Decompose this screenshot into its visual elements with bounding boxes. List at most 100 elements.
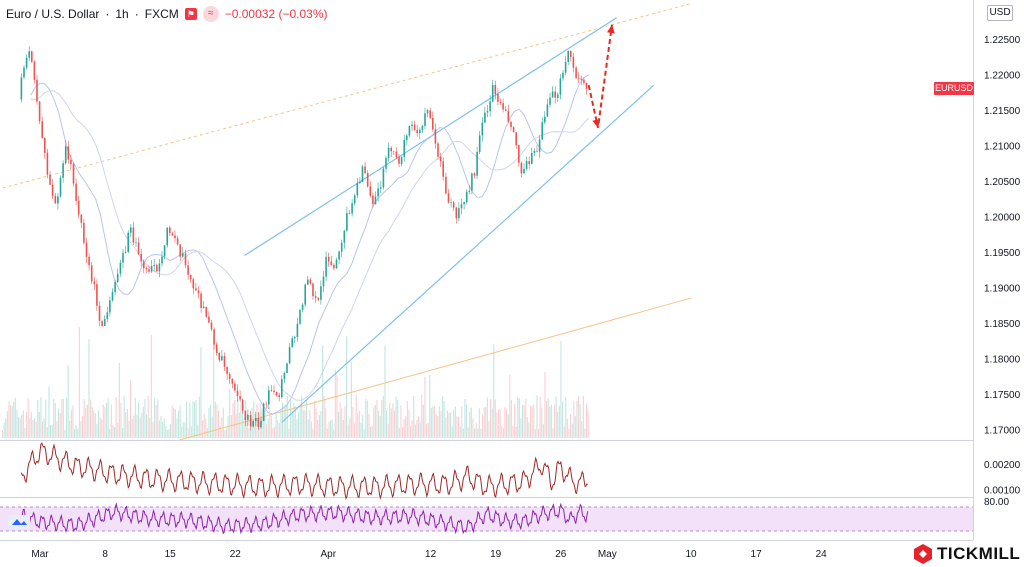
candle-body	[130, 227, 132, 233]
candle-body	[421, 125, 424, 130]
volume-bar	[518, 398, 520, 438]
candle-body	[148, 269, 150, 272]
candle	[502, 98, 504, 113]
candle	[512, 126, 515, 133]
candle	[406, 133, 408, 146]
candle	[93, 277, 96, 290]
candle	[359, 177, 361, 184]
volume-bar	[440, 411, 442, 438]
volume-bar	[246, 413, 248, 438]
candle	[124, 245, 127, 254]
candle-body	[301, 304, 304, 310]
volume-bar	[272, 428, 274, 438]
candle-body	[382, 168, 385, 188]
volume-bar	[421, 394, 423, 438]
candle	[419, 127, 421, 140]
volume-bar	[365, 398, 367, 438]
volume-bar	[317, 419, 319, 438]
price-tick-label: 1.20000	[984, 213, 1021, 224]
volume-bar	[490, 398, 492, 438]
source-label: FXCM	[144, 7, 179, 21]
volume-bar	[192, 401, 194, 438]
candle	[148, 265, 150, 274]
candle	[429, 107, 431, 120]
currency-label[interactable]: USD	[987, 5, 1013, 21]
candle-body	[478, 135, 481, 152]
candle	[83, 218, 85, 245]
candle-body	[132, 227, 135, 243]
candle-body	[72, 164, 75, 184]
volume-bar	[259, 403, 261, 438]
price-axis[interactable]: 1.17000 1.17500 1.18000 1.18500 1.19000 1.195…	[984, 35, 1021, 508]
volume-bar	[333, 429, 335, 438]
volume-bar	[48, 386, 50, 438]
candle	[309, 277, 312, 286]
volume-bar	[13, 401, 15, 438]
candle-body	[257, 418, 260, 428]
volume-bar	[413, 396, 415, 438]
candle-body	[304, 284, 306, 305]
candle-body	[577, 77, 580, 79]
candle-body	[523, 168, 525, 174]
time-tick-label: 19	[490, 549, 502, 560]
candle-body	[221, 356, 223, 361]
volume-bar	[485, 406, 487, 438]
symbol-title[interactable]: Euro / U.S. Dollar	[6, 7, 100, 21]
candle-body	[182, 253, 184, 257]
volume-bar	[586, 404, 588, 438]
time-tick-label: May	[598, 549, 617, 560]
candle	[533, 148, 536, 156]
volume-bar	[171, 405, 173, 438]
volume-bar	[414, 424, 416, 438]
candle-body	[572, 56, 575, 68]
volume-bar	[125, 412, 127, 438]
volume-bar	[429, 374, 431, 438]
volume-bar	[523, 405, 525, 438]
volume-bar	[355, 395, 357, 438]
candle	[385, 155, 387, 173]
volume-bar	[190, 426, 192, 438]
volume-bar	[510, 399, 512, 438]
volume-bar	[373, 407, 375, 438]
moving-averages	[30, 74, 590, 415]
candle	[195, 282, 197, 291]
volume-bar	[416, 420, 418, 438]
candle-body	[390, 147, 392, 152]
volume-bar	[90, 399, 92, 438]
volume-bar	[470, 407, 472, 438]
candle-body	[359, 182, 361, 184]
volume-bar	[213, 337, 215, 438]
candle	[481, 117, 484, 142]
volume-bar	[542, 424, 544, 438]
compare-icon[interactable]: ≈	[202, 6, 219, 22]
volume-bar	[323, 395, 325, 438]
flag-icon[interactable]: ⚑	[184, 8, 197, 20]
interval-label[interactable]: 1h	[115, 7, 129, 21]
volume-bar	[59, 412, 61, 438]
candle	[390, 146, 392, 158]
time-tick-label: 22	[230, 549, 242, 560]
candle	[585, 82, 588, 95]
candle	[174, 230, 176, 243]
candle-body	[356, 183, 359, 196]
volume-bar	[298, 412, 300, 438]
volume-bar	[274, 426, 276, 438]
time-axis[interactable]: Mar 8 15 22 Apr 12 19 26 May 10 17 24	[31, 549, 827, 560]
candle-body	[471, 173, 473, 191]
candle	[109, 296, 111, 317]
volume-bar	[395, 396, 397, 438]
candle	[273, 385, 275, 395]
candle	[320, 280, 322, 305]
volume-bar	[282, 402, 284, 438]
candle-body	[143, 261, 145, 269]
volume-bar	[294, 406, 296, 438]
candle-body	[70, 159, 72, 165]
candle	[507, 104, 510, 124]
candle-body	[481, 122, 484, 136]
candle-body	[179, 244, 181, 257]
volume-bar	[502, 428, 504, 438]
volume-bar	[75, 425, 77, 438]
candle	[583, 77, 585, 86]
volume-bar	[136, 414, 138, 438]
